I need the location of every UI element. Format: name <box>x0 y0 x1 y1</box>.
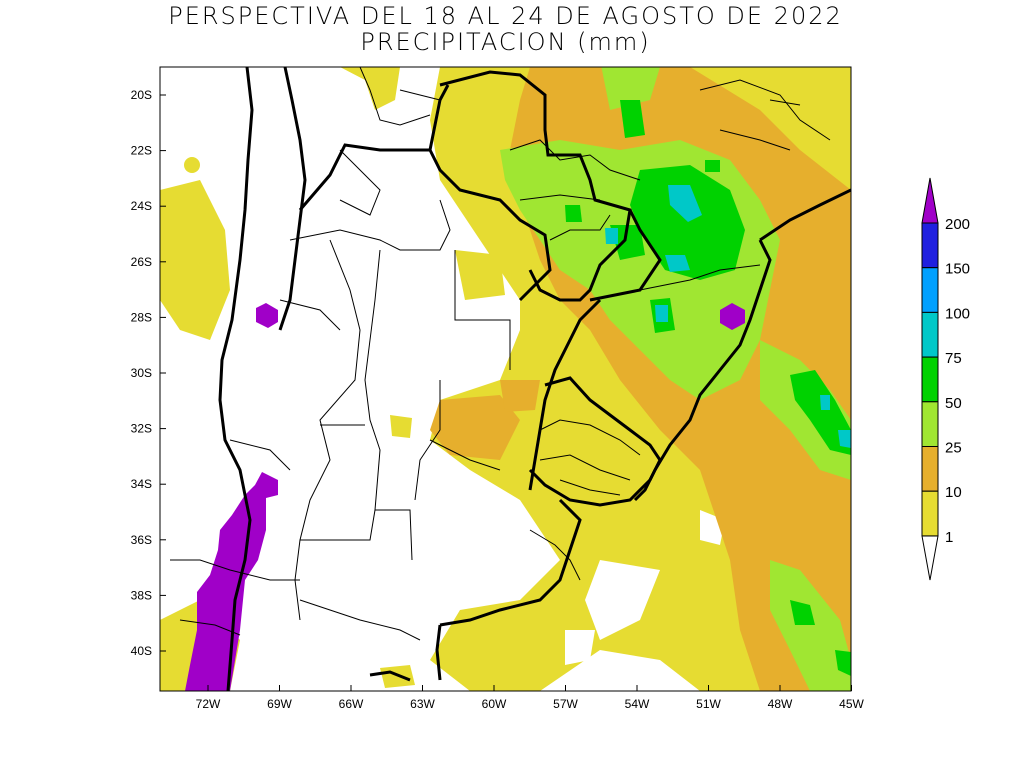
legend-swatch <box>921 401 939 447</box>
legend-swatch <box>921 490 939 537</box>
legend-label: 1 <box>945 529 953 546</box>
boundaries <box>170 67 851 691</box>
precip-50-75 <box>565 100 851 676</box>
legend-label: 100 <box>945 305 970 322</box>
country-boundaries <box>218 67 851 691</box>
lat-tick-label: 30S <box>131 366 152 380</box>
legend-swatch <box>921 311 939 358</box>
map-frame <box>159 66 852 692</box>
lon-tick-label: 54W <box>625 697 650 711</box>
lat-tick-label: 22S <box>131 144 152 158</box>
lat-tick-label: 36S <box>131 533 152 547</box>
legend-swatch <box>921 356 939 403</box>
lon-tick-label: 60W <box>482 697 507 711</box>
latitude-axis: 20S 22S 24S 26S 28S 30S 32S 34S 36S 38S 40S <box>131 88 166 658</box>
lon-tick-label: 69W <box>267 697 292 711</box>
legend-label: 50 <box>945 395 962 412</box>
legend-label: 25 <box>945 440 962 457</box>
lat-tick-label: 20S <box>131 88 152 102</box>
legend-swatch-over-200 <box>921 177 939 224</box>
lon-tick-label: 48W <box>768 697 793 711</box>
lat-tick-label: 24S <box>131 199 152 213</box>
lon-tick-label: 63W <box>410 697 435 711</box>
lon-tick-label: 45W <box>839 697 864 711</box>
legend-swatch-below-1 <box>921 535 939 581</box>
legend-label: 150 <box>945 261 970 278</box>
longitude-axis: 72W 69W 66W 63W 60W 57W 54W 51W 48W 45W <box>196 685 865 711</box>
legend-swatch <box>921 222 939 269</box>
lat-tick-label: 28S <box>131 310 152 324</box>
legend-swatch <box>921 446 939 492</box>
color-legend: 200 150 100 75 50 25 10 1 <box>921 177 970 581</box>
lat-tick-label: 38S <box>131 588 152 602</box>
precip-field <box>160 67 851 691</box>
legend-swatch <box>921 267 939 313</box>
map-title: PERSPECTIVA DEL 18 AL 24 DE AGOSTO DE 20… <box>168 2 843 30</box>
province-boundaries <box>170 67 831 641</box>
lon-tick-label: 66W <box>339 697 364 711</box>
lon-tick-label: 51W <box>696 697 721 711</box>
legend-label: 10 <box>945 484 962 501</box>
lon-tick-label: 57W <box>553 697 578 711</box>
lat-tick-label: 34S <box>131 477 152 491</box>
legend-label: 200 <box>945 216 970 233</box>
lat-tick-label: 26S <box>131 255 152 269</box>
lat-tick-label: 32S <box>131 422 152 436</box>
precip-over-200 <box>185 303 745 691</box>
precip-75-100 <box>605 185 851 448</box>
legend-label: 75 <box>945 350 962 367</box>
lat-tick-label: 40S <box>131 644 152 658</box>
map-subtitle: PRECIPITACION (mm) <box>360 28 651 56</box>
lon-tick-label: 72W <box>196 697 221 711</box>
